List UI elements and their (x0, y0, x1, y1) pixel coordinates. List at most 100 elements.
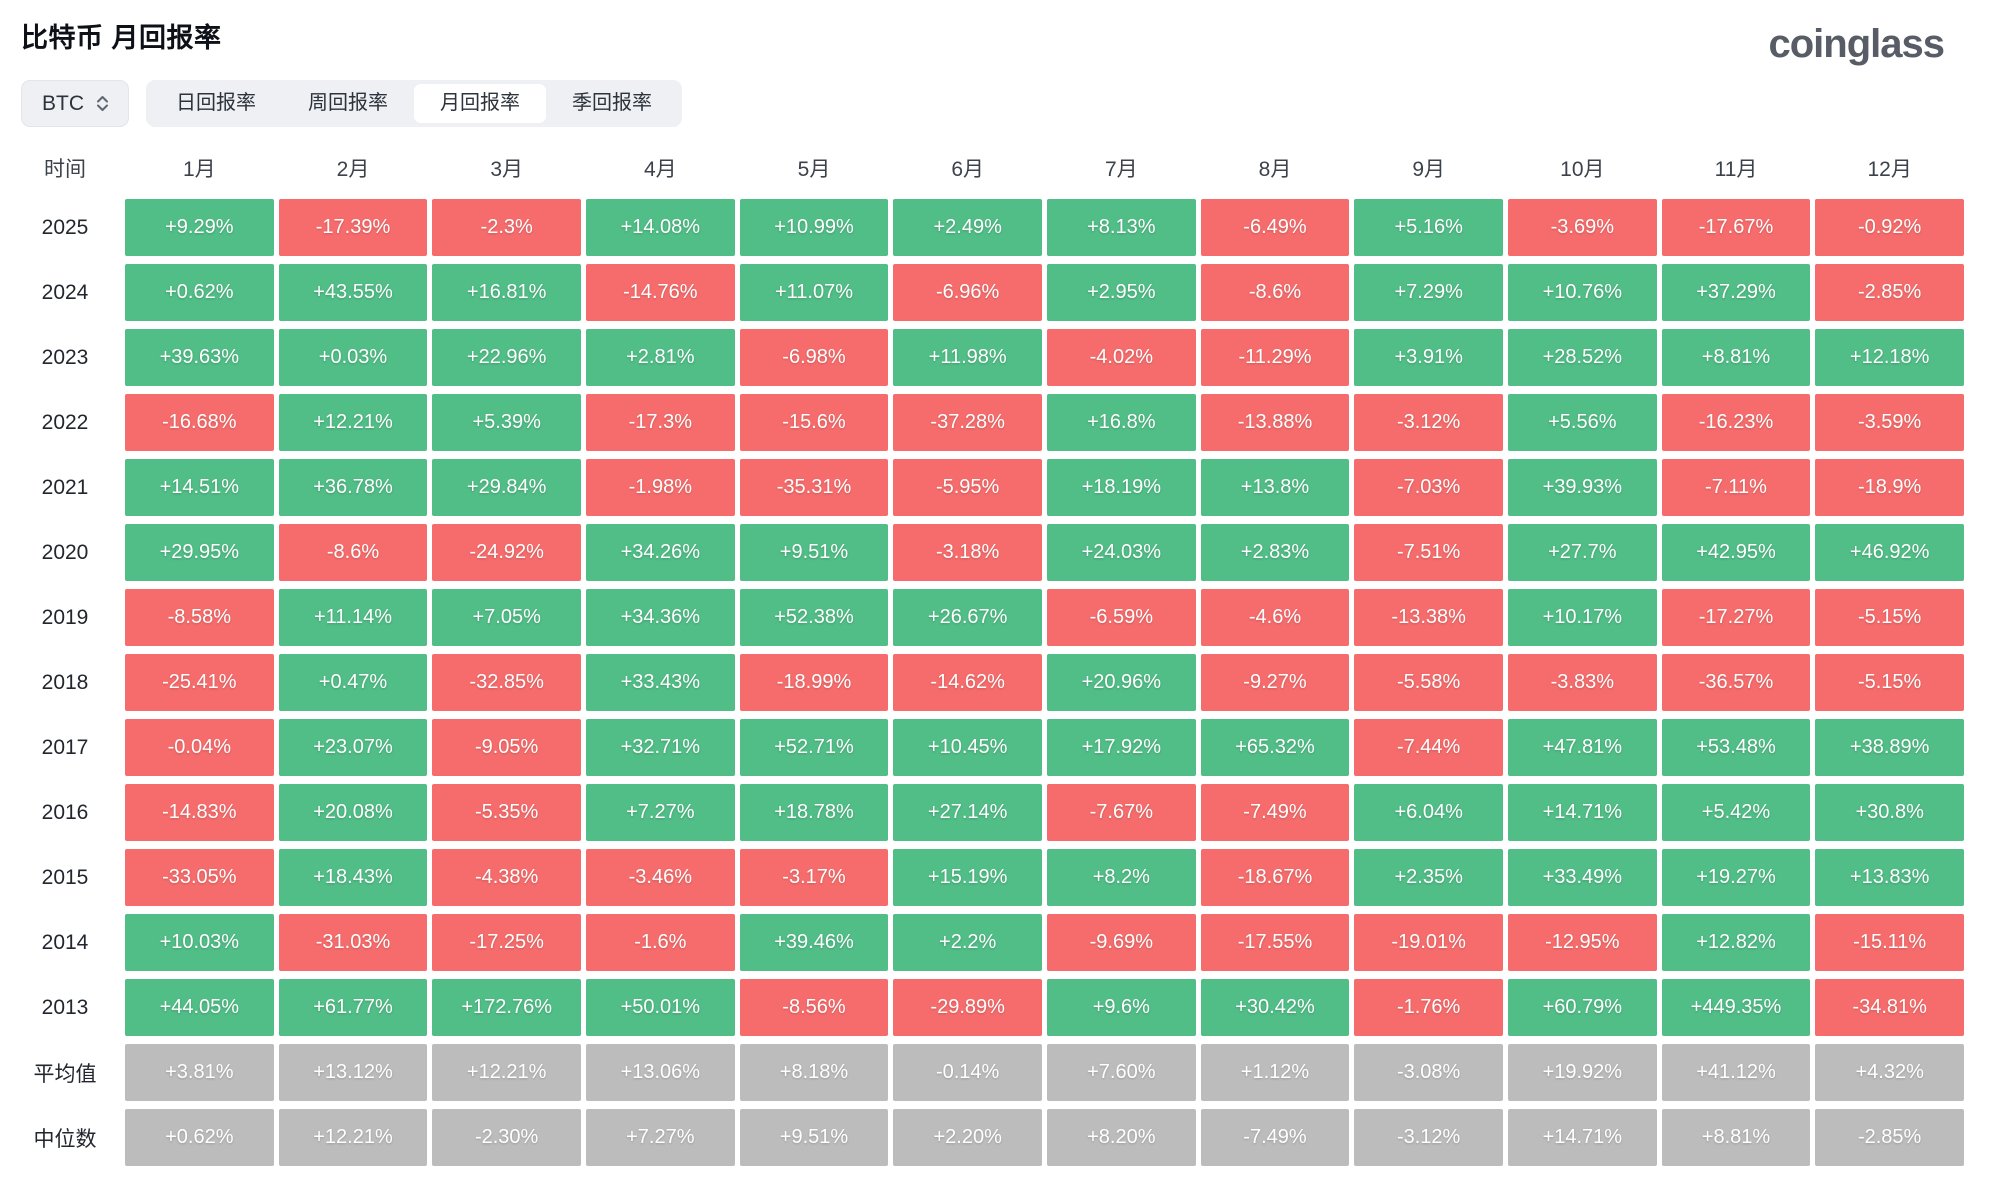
return-cell: -6.96% (893, 264, 1042, 321)
col-header-3月: 3月 (490, 158, 523, 181)
return-cell: +29.95% (125, 524, 274, 581)
return-cell: -16.23% (1661, 394, 1811, 451)
return-cell: +50.01% (586, 979, 735, 1036)
return-cell: +20.08% (278, 784, 428, 841)
return-cell: +10.17% (1508, 589, 1657, 646)
symbol-select[interactable]: BTC (21, 80, 129, 127)
return-cell: +12.21% (278, 1109, 428, 1166)
tab-日回报率[interactable]: 日回报率 (176, 92, 256, 114)
return-cell: +39.46% (739, 914, 889, 971)
col-header-10月: 10月 (1560, 158, 1605, 181)
return-cell: -8.58% (125, 589, 274, 646)
return-cell: -7.03% (1354, 459, 1503, 516)
return-cell: +34.26% (586, 524, 735, 581)
row-label-2017: 2017 (41, 735, 89, 759)
updown-chevron-icon (94, 94, 111, 113)
return-cell: -18.67% (1200, 849, 1350, 906)
return-cell: -4.6% (1200, 589, 1350, 646)
return-cell: +7.60% (1047, 1044, 1196, 1101)
row-label-2021: 2021 (41, 475, 89, 499)
return-cell: -5.15% (1815, 654, 1964, 711)
return-cell: +14.51% (125, 459, 274, 516)
return-cell: +61.77% (278, 979, 428, 1036)
page-title: 比特币 月回报率 (21, 23, 222, 53)
return-cell: -7.51% (1354, 524, 1503, 581)
return-cell: -7.49% (1200, 1109, 1350, 1166)
return-cell: +3.81% (125, 1044, 274, 1101)
return-cell: -2.85% (1815, 1109, 1964, 1166)
row-label-2015: 2015 (41, 865, 89, 889)
return-cell: +3.91% (1354, 329, 1503, 386)
return-cell: -6.59% (1047, 589, 1196, 646)
return-cell: -17.25% (432, 914, 581, 971)
return-cell: +65.32% (1200, 719, 1350, 776)
row-label-2013: 2013 (41, 995, 89, 1019)
return-cell: +7.27% (586, 1109, 735, 1166)
return-cell: -37.28% (893, 394, 1042, 451)
return-cell: +12.21% (432, 1044, 581, 1101)
tab-季回报率[interactable]: 季回报率 (572, 92, 652, 114)
return-cell: -24.92% (432, 524, 581, 581)
return-cell: -7.49% (1200, 784, 1350, 841)
return-cell: +14.71% (1508, 1109, 1657, 1166)
tab-周回报率[interactable]: 周回报率 (308, 92, 388, 114)
return-cell: +8.2% (1047, 849, 1196, 906)
return-cell: +41.12% (1661, 1044, 1811, 1101)
return-cell: +7.29% (1354, 264, 1503, 321)
return-cell: +30.8% (1815, 784, 1964, 841)
row-label-2022: 2022 (41, 410, 89, 434)
return-cell: +8.18% (739, 1044, 889, 1101)
return-cell: +18.78% (739, 784, 889, 841)
col-header-5月: 5月 (797, 158, 831, 181)
return-cell: -7.11% (1661, 459, 1811, 516)
return-cell: -3.17% (739, 849, 889, 906)
return-cell: +10.76% (1508, 264, 1657, 321)
return-cell: +44.05% (125, 979, 274, 1036)
row-label-2016: 2016 (41, 800, 89, 824)
return-cell: -36.57% (1661, 654, 1811, 711)
return-cell: -14.83% (125, 784, 274, 841)
return-cell: -3.83% (1508, 654, 1657, 711)
return-cell: -13.38% (1354, 589, 1503, 646)
return-cell: -15.6% (739, 394, 889, 451)
coinglass-logo: coinglass (1768, 22, 1945, 66)
return-cell: -6.98% (739, 329, 889, 386)
return-cell: -16.68% (125, 394, 274, 451)
return-cell: -13.88% (1200, 394, 1350, 451)
return-cell: +11.98% (893, 329, 1042, 386)
tab-月回报率[interactable]: 月回报率 (414, 84, 546, 123)
return-cell: -25.41% (125, 654, 274, 711)
row-label-中位数: 中位数 (33, 1127, 97, 1151)
return-cell: -3.08% (1354, 1044, 1503, 1101)
return-cell: +22.96% (432, 329, 581, 386)
return-cell: +7.27% (586, 784, 735, 841)
col-header-6月: 6月 (951, 158, 984, 181)
return-cell: +2.2% (893, 914, 1042, 971)
return-cell: +42.95% (1661, 524, 1811, 581)
return-cell: -17.3% (586, 394, 735, 451)
return-cell: +0.62% (125, 264, 274, 321)
return-cell: -1.76% (1354, 979, 1503, 1036)
return-cell: -2.85% (1815, 264, 1964, 321)
return-cell: -35.31% (739, 459, 889, 516)
return-cell: -9.27% (1200, 654, 1350, 711)
row-label-2023: 2023 (41, 345, 89, 369)
return-cell: +7.05% (432, 589, 581, 646)
return-cell: +17.92% (1047, 719, 1196, 776)
return-cell: -5.15% (1815, 589, 1964, 646)
return-cell: -4.38% (432, 849, 581, 906)
return-cell: -8.56% (739, 979, 889, 1036)
col-header-1月: 1月 (182, 158, 216, 181)
return-cell: +27.14% (893, 784, 1042, 841)
row-label-2024: 2024 (41, 280, 89, 304)
return-cell: -29.89% (893, 979, 1042, 1036)
return-cell: +36.78% (278, 459, 428, 516)
return-cell: +5.39% (432, 394, 581, 451)
return-cell: +18.43% (278, 849, 428, 906)
return-cell: -17.27% (1661, 589, 1811, 646)
return-cell: +52.71% (739, 719, 889, 776)
return-cell: -31.03% (278, 914, 428, 971)
return-cell: +28.52% (1508, 329, 1657, 386)
return-cell: +8.81% (1661, 1109, 1811, 1166)
return-cell: +27.7% (1508, 524, 1657, 581)
